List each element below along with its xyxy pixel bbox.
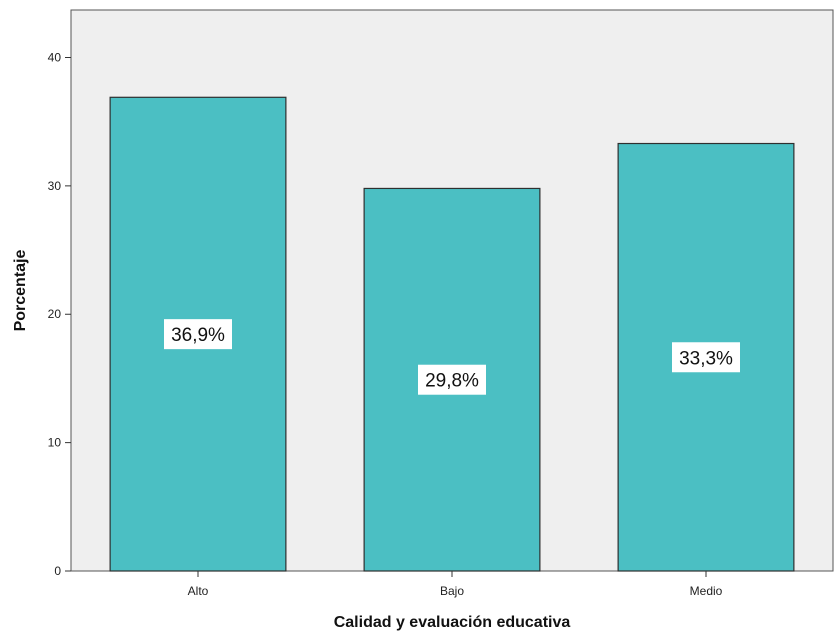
- x-tick-label: Alto: [188, 584, 209, 598]
- y-axis: 0 10 20 30 40: [48, 50, 71, 578]
- y-axis-title: Porcentaje: [12, 249, 29, 331]
- data-labels-group: 36,9% 29,8% 33,3%: [164, 319, 740, 395]
- data-label-box: [672, 342, 740, 373]
- data-label: 36,9%: [171, 325, 225, 346]
- x-tick-label: Bajo: [440, 584, 464, 598]
- data-label: 33,3%: [679, 348, 733, 369]
- y-tick-label: 40: [48, 50, 62, 64]
- y-tick-label: 20: [48, 307, 62, 321]
- y-tick-label: 30: [48, 179, 62, 193]
- x-tick-label: Medio: [690, 584, 723, 598]
- data-label-box: [164, 319, 232, 350]
- data-label-box: [418, 364, 486, 395]
- bars-group: [109, 96, 795, 572]
- y-tick-label: 0: [54, 564, 61, 578]
- x-axis-title: Calidad y evaluación educativa: [334, 614, 571, 631]
- data-label: 29,8%: [425, 371, 479, 392]
- y-tick-label: 10: [48, 436, 62, 450]
- x-axis: Alto Bajo Medio: [188, 571, 723, 598]
